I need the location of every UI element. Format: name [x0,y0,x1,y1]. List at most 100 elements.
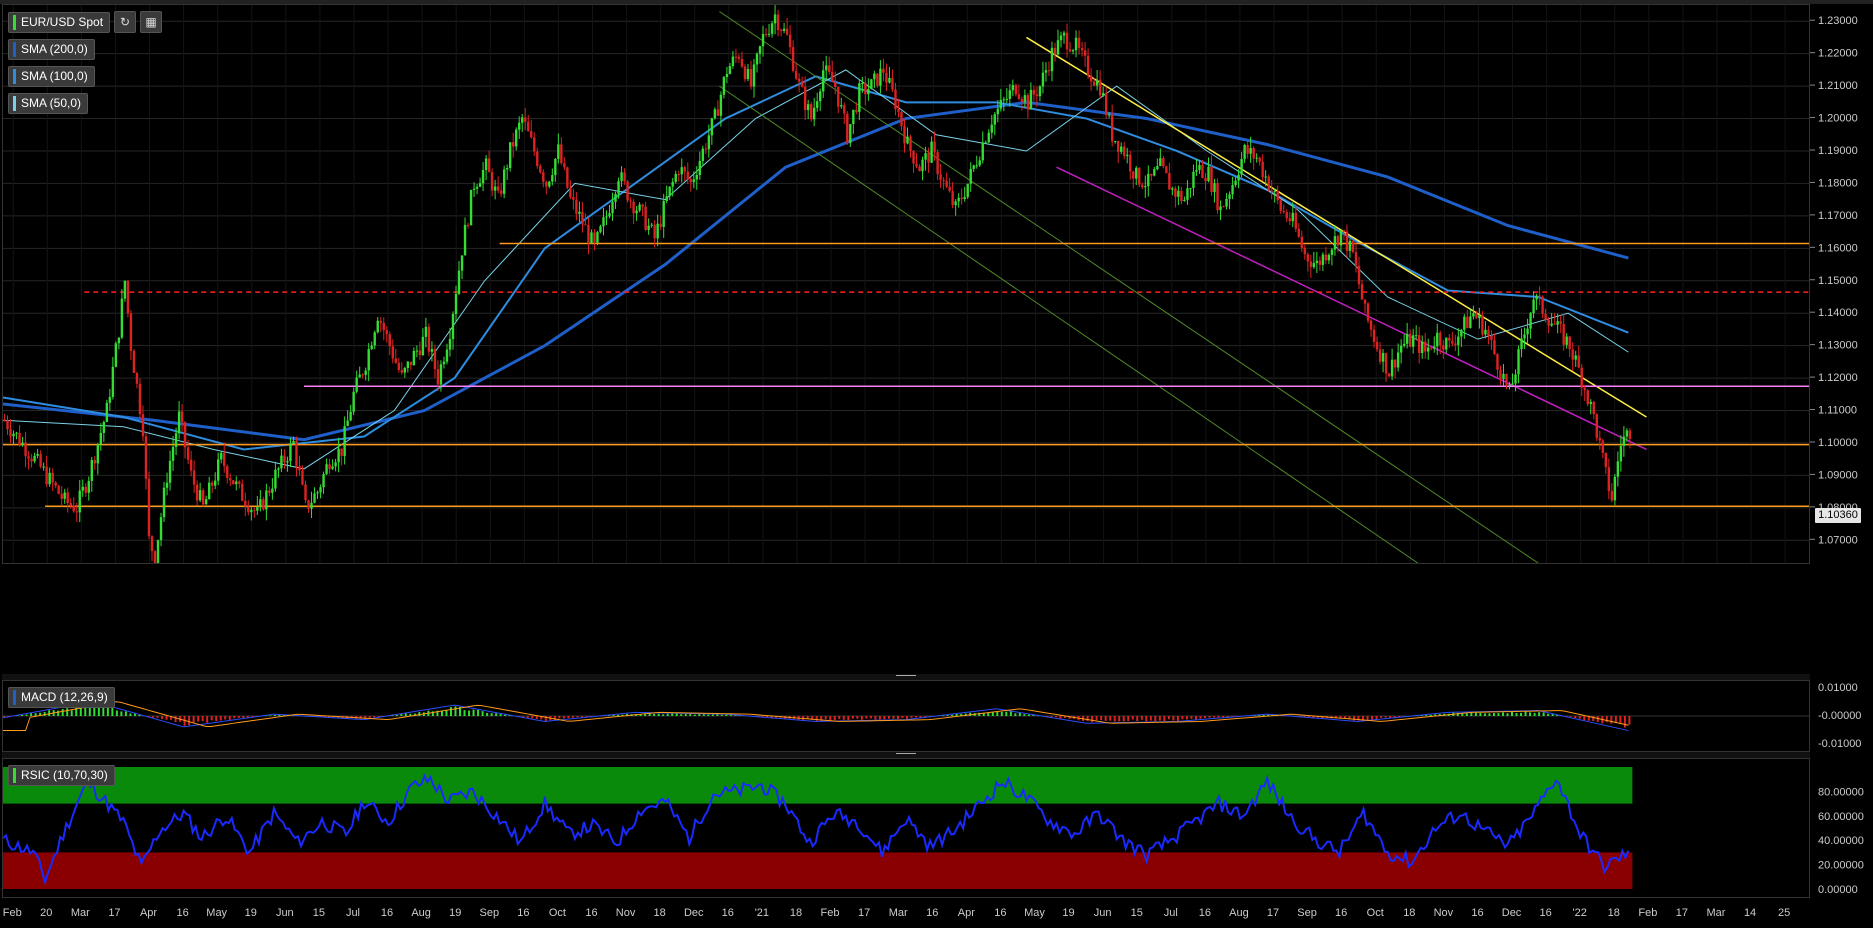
candle-body [15,433,17,434]
price-tick-label-10: 1.13000 [1818,340,1858,352]
macd-y-axis[interactable]: 0.01000-0.00000-0.01000 [1810,680,1873,752]
macd-hist-bar [829,716,831,721]
candle-body [33,456,35,462]
legend-macd-badge[interactable]: MACD (12,26,9) [8,687,115,708]
candle-body [825,65,827,70]
candle-body [253,510,255,511]
candle-body [166,483,168,488]
macd-hist-bar [1190,716,1192,719]
candle-body [346,421,348,427]
legend-sma100-badge[interactable]: SMA (100,0) [8,66,95,87]
candle-body [1322,254,1324,264]
macd-hist-bar [1475,713,1477,716]
candle-body [127,281,129,314]
macd-hist-bar [71,710,73,716]
candle-body [503,170,505,194]
candle-body [852,110,854,124]
candle-body [584,224,586,225]
legend-sma200-badge[interactable]: SMA (200,0) [8,39,95,60]
candle-body [1532,300,1534,314]
price-pane[interactable] [2,4,1810,564]
macd-hist-bar [1534,713,1536,716]
chart-settings-icon[interactable]: ▦ [140,11,162,33]
candle-body [392,346,394,358]
rsi-pane[interactable] [2,758,1810,898]
macd-hist-bar [662,714,664,716]
candle-body [36,454,38,456]
candle-body [1240,159,1242,175]
legend-sma50-badge[interactable]: SMA (50,0) [8,93,88,114]
candle-body [554,159,556,175]
candle-body [560,144,562,163]
candle-body [1605,453,1607,467]
candle-body [1364,300,1366,304]
candle-body [48,473,50,484]
candle-body [1599,438,1601,441]
candle-body [837,87,839,107]
legend-rsi-badge[interactable]: RSIC (10,70,30) [8,765,115,786]
candle-body [906,137,908,144]
candle-body [184,422,186,447]
x-tick-label-26: Mar [889,907,908,919]
candle-body [542,172,544,182]
refresh-icon[interactable]: ↻ [114,11,136,33]
candle-body [1292,213,1294,221]
rsi-chart-svg [3,759,1809,897]
macd-hist-bar [1195,716,1197,719]
candle-body [515,130,517,147]
macd-hist-bar [694,715,696,716]
candle-body [1526,329,1528,335]
x-tick-label-37: 17 [1267,907,1279,919]
candle-body [1352,241,1354,252]
macd-hist-bar [125,711,127,716]
candle-body [1054,48,1056,55]
candle-body [437,369,439,384]
candle-body [1403,344,1405,346]
candle-body [1575,355,1577,359]
candle-body [702,149,704,161]
legend-symbol-badge[interactable]: EUR/USD Spot [8,12,110,33]
candle-body [1569,336,1571,349]
macd-hist-bar [1005,712,1007,716]
candle-body [449,339,451,349]
macd-hist-bar [721,715,723,716]
candle-body [196,485,198,501]
candle-body [313,493,315,502]
macd-hist-bar [1606,716,1608,722]
candle-body [57,486,59,494]
macd-hist-bar [653,714,655,716]
candle-body [1385,353,1387,374]
candle-body [1102,93,1104,95]
macd-hist-bar [1511,712,1513,716]
candle-body [91,460,93,481]
candle-body [1511,384,1513,385]
candle-body [1313,263,1315,267]
candle-body [310,503,312,509]
macd-hist-bar [98,707,100,716]
macd-pane[interactable] [2,680,1810,752]
macd-hist-bar [558,716,560,718]
candle-body [82,487,84,491]
candle-body [464,225,466,256]
candle-body [358,375,360,378]
candle-body [620,172,622,181]
candle-body [1400,346,1402,353]
candle-body [1078,38,1080,48]
candle-body [774,14,776,23]
x-tick-label-17: 16 [585,907,597,919]
x-tick-label-28: Apr [958,907,975,919]
candle-body [1478,315,1480,318]
macd-hist-bar [224,716,226,719]
candle-body [548,182,550,187]
candle-body [801,82,803,87]
candle-body [644,207,646,230]
candle-body [1367,304,1369,321]
candle-body [1412,335,1414,346]
x-tick-label-48: Feb [1638,907,1657,919]
macd-tick-label-1: -0.00000 [1818,710,1861,722]
candle-body [518,123,520,130]
macd-hist-bar [202,716,204,721]
